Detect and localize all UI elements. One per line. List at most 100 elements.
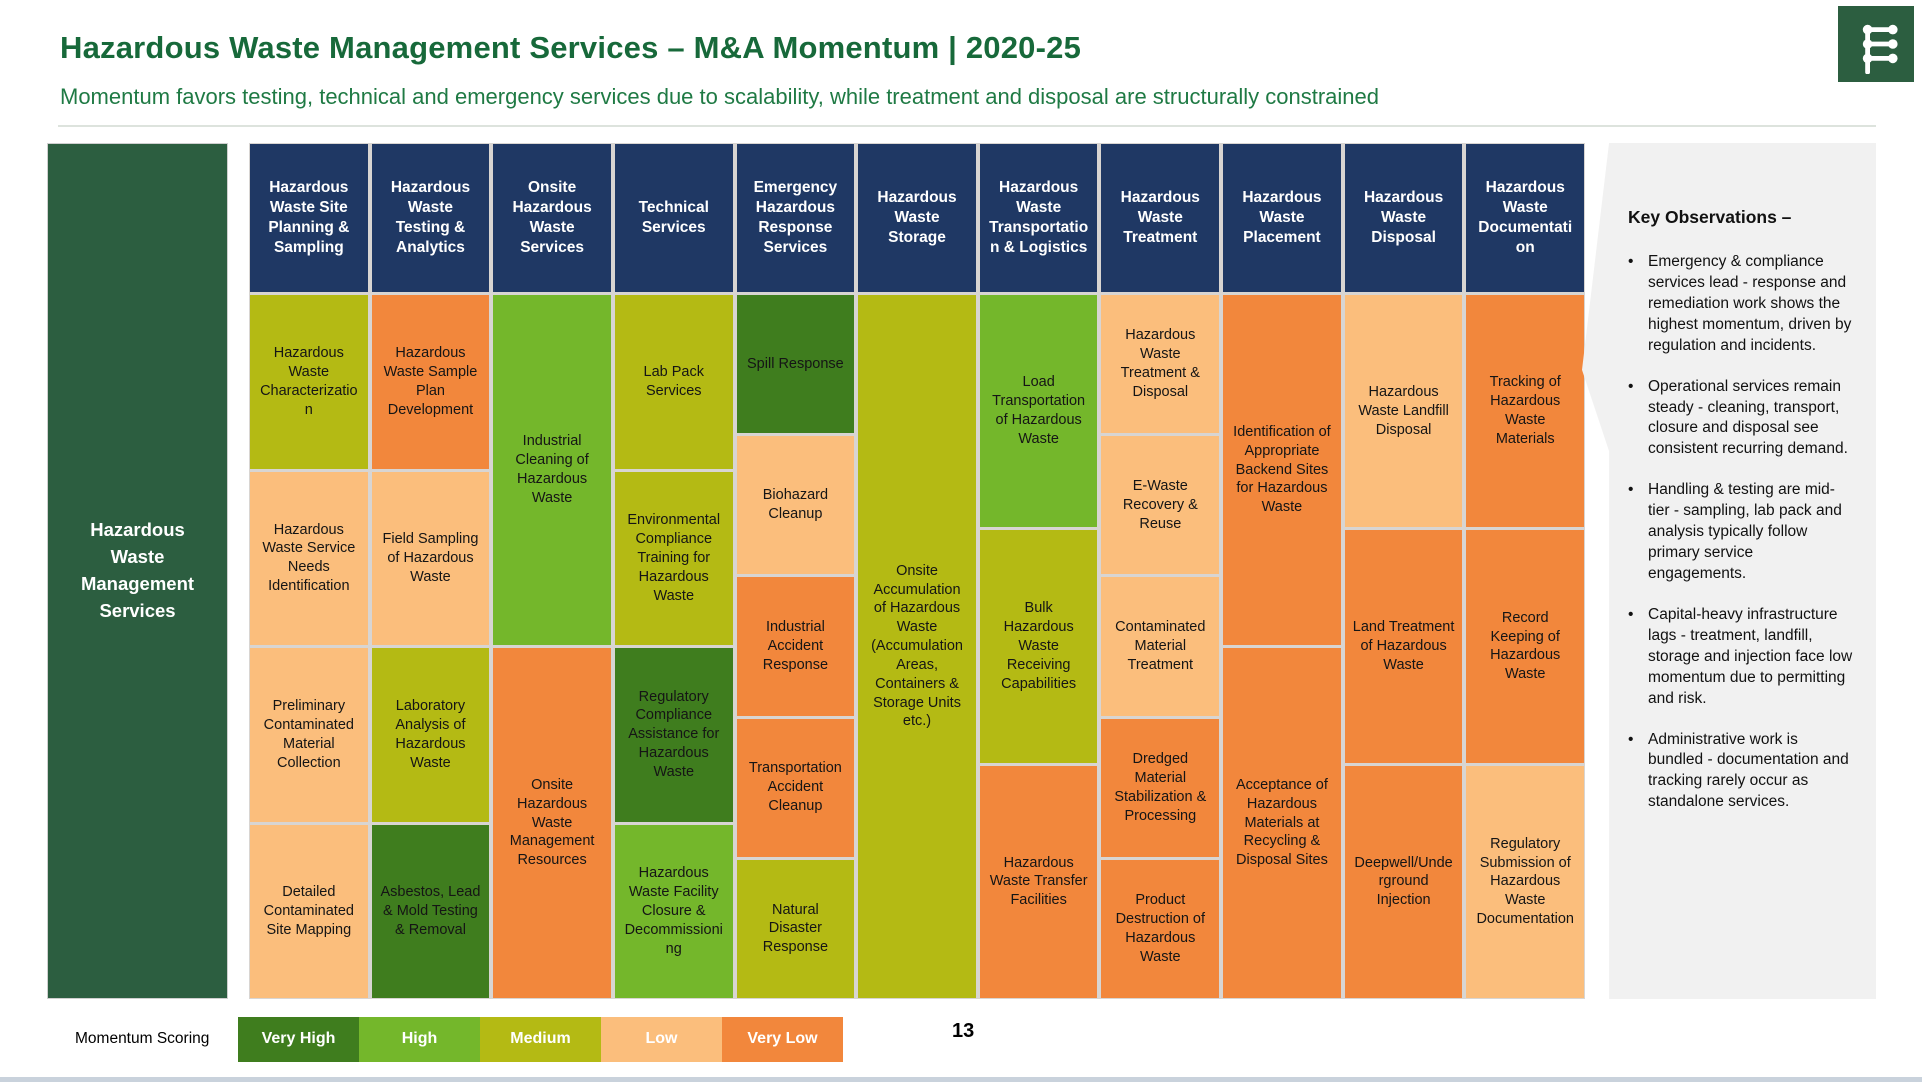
key-observations-title: Key Observations –	[1628, 207, 1792, 227]
matrix-cell: E-Waste Recovery & Reuse	[1101, 436, 1220, 575]
key-observation-item: • Administrative work is bundled - docume…	[1628, 730, 1854, 814]
matrix-cell: Acceptance of Hazardous Materials at Rec…	[1223, 648, 1341, 998]
matrix-cell: Spill Response	[736, 295, 855, 434]
key-observation-item: • Handling & testing are mid-tier - sampl…	[1628, 480, 1854, 585]
legend-label: Momentum Scoring	[75, 1030, 210, 1047]
matrix-column: Hazardous Waste Transportation & Logisti…	[979, 144, 1098, 998]
matrix-column: Hazardous Waste Placement Identification …	[1223, 144, 1341, 998]
matrix-column-header: Onsite Hazardous Waste Services	[493, 144, 611, 292]
legend-swatch-very_low: Very Low	[722, 1016, 843, 1062]
matrix-column: Onsite Hazardous Waste Services Industria…	[493, 144, 611, 998]
matrix-column: Hazardous Waste Storage Onsite Accumulati…	[858, 144, 976, 998]
matrix-column-header: Hazardous Waste Transportation & Logisti…	[979, 144, 1098, 292]
bullet-marker: •	[1628, 253, 1634, 270]
matrix-column-header: Hazardous Waste Storage	[858, 144, 976, 292]
matrix-column-header: Hazardous Waste Disposal	[1344, 144, 1463, 292]
company-logo-icon	[1838, 6, 1914, 82]
title-divider	[58, 125, 1876, 127]
matrix-column-body: Spill Response Biohazard Cleanup Industria…	[736, 295, 855, 999]
matrix-column-header: Hazardous Waste Testing & Analytics	[371, 144, 490, 292]
matrix-cell: Hazardous Waste Landfill Disposal	[1344, 295, 1463, 528]
legend-swatch-low: Low	[601, 1016, 722, 1062]
page-subtitle: Momentum favors testing, technical and e…	[60, 84, 1380, 109]
matrix-cell: Hazardous Waste Service Needs Identifica…	[250, 471, 368, 645]
matrix-cell: Hazardous Waste Facility Closure & Decom…	[614, 824, 733, 998]
momentum-legend: Momentum Scoring Very High High Medium Low V…	[75, 1016, 843, 1062]
main-content: Hazardous Waste Management Services Haza…	[47, 143, 1876, 999]
bullet-marker: •	[1628, 605, 1634, 623]
key-observation-item: • Capital-heavy infrastructure lags - tre…	[1628, 605, 1854, 710]
matrix-column-body: Industrial Cleaning of Hazardous Waste On…	[493, 295, 611, 998]
matrix-cell: Onsite Hazardous Waste Management Resour…	[493, 648, 611, 998]
matrix-cell: Regulatory Submission of Hazardous Waste…	[1466, 765, 1585, 998]
matrix-cell: Land Treatment of Hazardous Waste	[1344, 530, 1463, 763]
matrix-column: Hazardous Waste Site Planning & Sampling…	[250, 144, 368, 998]
matrix-cell: Product Destruction of Hazardous Waste	[1101, 859, 1220, 999]
matrix-cell: Onsite Accumulation of Hazardous Waste (…	[858, 295, 976, 998]
matrix-cell: Lab Pack Services	[614, 295, 733, 469]
matrix-cell: Tracking of Hazardous Waste Materials	[1466, 295, 1585, 528]
matrix-cell: Record Keeping of Hazardous Waste	[1466, 530, 1585, 763]
matrix-cell: Preliminary Contaminated Material Collec…	[250, 648, 368, 822]
matrix-cell: Environmental Compliance Training for Ha…	[614, 471, 733, 645]
momentum-matrix: Hazardous Waste Site Planning & Sampling…	[249, 143, 1585, 999]
matrix-cell: Laboratory Analysis of Hazardous Waste	[371, 648, 490, 822]
matrix-cell: Hazardous Waste Treatment & Disposal	[1101, 295, 1220, 434]
matrix-column-body: Hazardous Waste Characterization Hazardou…	[250, 295, 368, 998]
matrix-cell: Industrial Accident Response	[736, 577, 855, 716]
matrix-cell: Bulk Hazardous Waste Receiving Capabilit…	[979, 530, 1098, 763]
key-observation-text: Capital-heavy infrastructure lags - trea…	[1648, 605, 1853, 707]
matrix-column-body: Hazardous Waste Landfill Disposal Land Tr…	[1344, 295, 1463, 998]
key-observation-text: Emergency & compliance services lead - r…	[1648, 253, 1852, 354]
matrix-cell: Hazardous Waste Characterization	[250, 295, 368, 469]
matrix-column: Hazardous Waste Treatment Hazardous Waste…	[1101, 144, 1220, 999]
matrix-cell: Natural Disaster Response	[736, 859, 855, 999]
key-observation-text: Administrative work is bundled - documen…	[1648, 730, 1849, 811]
key-observations-list: • Emergency & compliance services lead - …	[1628, 252, 1854, 813]
matrix-cell: Field Sampling of Hazardous Waste	[371, 471, 490, 645]
matrix-column-header: Hazardous Waste Documentation	[1466, 144, 1585, 292]
matrix-cell: Identification of Appropriate Backend Si…	[1223, 295, 1341, 645]
matrix-column-body: Hazardous Waste Sample Plan Development F…	[371, 295, 490, 998]
matrix-cell: Regulatory Compliance Assistance for Haz…	[614, 648, 733, 822]
bullet-marker: •	[1628, 730, 1634, 748]
matrix-cell: Deepwell/Underground Injection	[1344, 765, 1463, 998]
matrix-cell: Hazardous Waste Sample Plan Development	[371, 295, 490, 469]
legend-items: Very High High Medium Low Very Low	[238, 1016, 843, 1062]
legend-swatch-high: High	[359, 1016, 480, 1062]
matrix-column: Emergency Hazardous Response Services Spi…	[736, 144, 855, 999]
key-observation-item: • Operational services remain steady - cl…	[1628, 377, 1854, 461]
legend-swatch-very_high: Very High	[238, 1016, 359, 1062]
matrix-column: Hazardous Waste Testing & Analytics Hazar…	[371, 144, 490, 998]
matrix-cell: Dredged Material Stabilization & Process…	[1101, 718, 1220, 857]
matrix-column-body: Tracking of Hazardous Waste Materials Rec…	[1466, 295, 1585, 998]
key-observations-panel: Key Observations – • Emergency & complian…	[1582, 143, 1876, 999]
page-title: Hazardous Waste Management Services – M&…	[60, 30, 1082, 65]
legend-swatch-medium: Medium	[480, 1016, 601, 1062]
key-observation-text: Handling & testing are mid-tier - sampli…	[1648, 481, 1842, 582]
matrix-cell: Transportation Accident Cleanup	[736, 718, 855, 857]
root-category-block: Hazardous Waste Management Services	[47, 143, 228, 999]
matrix-cell: Asbestos, Lead & Mold Testing & Removal	[371, 824, 490, 998]
matrix-column: Hazardous Waste Documentation Tracking of…	[1466, 144, 1585, 998]
matrix-cell: Detailed Contaminated Site Mapping	[250, 824, 368, 998]
key-observation-text: Operational services remain steady - cle…	[1648, 377, 1848, 458]
matrix-column-header: Hazardous Waste Site Planning & Sampling	[250, 144, 368, 292]
matrix-column-body: Onsite Accumulation of Hazardous Waste (…	[858, 295, 976, 998]
matrix-column-header: Emergency Hazardous Response Services	[736, 144, 855, 292]
bullet-marker: •	[1628, 377, 1634, 395]
matrix-column-header: Hazardous Waste Placement	[1223, 144, 1341, 292]
matrix-column: Technical Services Lab Pack Services Envir…	[614, 144, 733, 998]
matrix-cell: Industrial Cleaning of Hazardous Waste	[493, 295, 611, 645]
matrix-cell: Biohazard Cleanup	[736, 436, 855, 575]
root-category-label: Hazardous Waste Management Services	[80, 519, 195, 621]
matrix-column-body: Identification of Appropriate Backend Si…	[1223, 295, 1341, 998]
matrix-cell: Hazardous Waste Transfer Facilities	[979, 765, 1098, 998]
bullet-marker: •	[1628, 481, 1634, 499]
matrix-column-body: Load Transportation of Hazardous Waste Bu…	[979, 295, 1098, 998]
matrix-column-body: Lab Pack Services Environmental Complianc…	[614, 295, 733, 998]
matrix-column-header: Hazardous Waste Treatment	[1101, 144, 1220, 292]
matrix-column: Hazardous Waste Disposal Hazardous Waste …	[1344, 144, 1463, 998]
matrix-column-header: Technical Services	[614, 144, 733, 292]
logo-glyph-icon	[1862, 24, 1898, 74]
